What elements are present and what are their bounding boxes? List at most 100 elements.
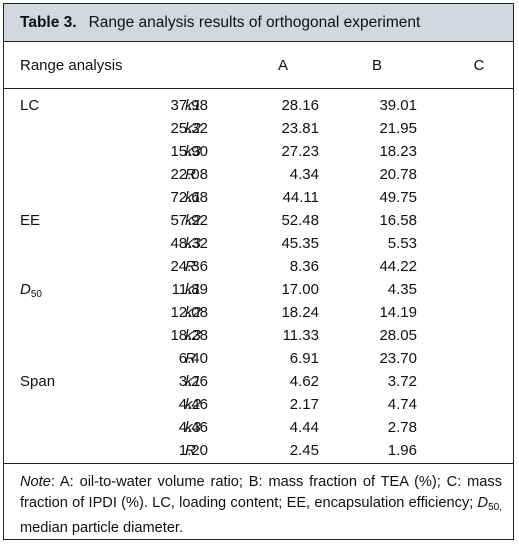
header-a: A (277, 57, 288, 74)
table-row: D50 k1 11.89 17.00 4.35 (4, 278, 513, 301)
row-key: k2 (185, 212, 201, 229)
row-key: k1 (185, 189, 201, 206)
group-label: LC (20, 97, 40, 114)
header-range-analysis: Range analysis (20, 57, 123, 74)
header-b: B (371, 57, 382, 74)
group-label-sub: 50 (30, 289, 42, 300)
note-text-2: median particle diameter. (20, 520, 184, 536)
cell-c: 20.78 (379, 166, 417, 183)
row-key: R (185, 258, 196, 275)
cell-c: 18.23 (379, 143, 417, 160)
cell-b: 4.34 (289, 166, 319, 183)
cell-b: 2.17 (289, 396, 319, 413)
note-d: D (477, 495, 489, 511)
row-key: R (185, 350, 196, 367)
cell-b: 17.00 (281, 281, 319, 298)
row-key: k3 (185, 143, 201, 160)
table-row: k2 25.32 23.81 21.95 (4, 117, 513, 140)
row-key: R (185, 166, 196, 183)
table-body: LC k1 37.98 28.16 39.01 k2 25.32 23.81 21.95 k3 15… (4, 94, 513, 462)
note-d-sub: 50, (488, 502, 502, 513)
cell-a: 22.08 (170, 166, 208, 183)
row-key: k1 (185, 373, 201, 390)
cell-a: 12.08 (170, 304, 208, 321)
cell-a: 4.46 (178, 419, 208, 436)
table-row: Span k1 3.26 4.62 3.72 (4, 370, 513, 393)
table-title: Range analysis results of orthogonal exp… (88, 14, 421, 31)
cell-c: 4.74 (387, 396, 417, 413)
cell-a: 37.98 (170, 97, 208, 114)
row-key: k3 (185, 235, 201, 252)
table-row: R 1.20 2.45 1.96 (4, 439, 513, 462)
cell-c: 28.05 (379, 327, 417, 344)
cell-c: 5.53 (387, 235, 417, 252)
row-key: R (185, 442, 196, 459)
cell-a: 57.92 (170, 212, 208, 229)
cell-a: 4.46 (178, 396, 208, 413)
table-row: k3 18.28 11.33 28.05 (4, 324, 513, 347)
row-key: k3 (185, 419, 201, 436)
cell-b: 2.45 (289, 442, 319, 459)
group-label-main: D (20, 281, 31, 298)
cell-c: 44.22 (379, 258, 417, 275)
row-key: k1 (185, 97, 201, 114)
cell-c: 3.72 (387, 373, 417, 390)
table-row: EE k2 57.92 52.48 16.58 (4, 209, 513, 232)
table-row: k2 12.08 18.24 14.19 (4, 301, 513, 324)
cell-c: 49.75 (379, 189, 417, 206)
cell-a: 24.36 (170, 258, 208, 275)
table-caption: Table 3. Range analysis results of orthog… (4, 4, 513, 42)
table-row: k2 4.46 2.17 4.74 (4, 393, 513, 416)
table-row: k1 72.68 44.11 49.75 (4, 186, 513, 209)
cell-b: 27.23 (281, 143, 319, 160)
table-row: R 22.08 4.34 20.78 (4, 163, 513, 186)
cell-b: 23.81 (281, 120, 319, 137)
table-bottom-rule (4, 463, 513, 464)
table-row: LC k1 37.98 28.16 39.01 (4, 94, 513, 117)
cell-c: 1.96 (387, 442, 417, 459)
group-label: EE (20, 212, 41, 229)
cell-b: 11.33 (282, 327, 319, 344)
cell-c: 16.58 (379, 212, 417, 229)
group-label: D50 (20, 278, 42, 306)
cell-c: 4.35 (387, 281, 417, 298)
cell-a: 72.68 (170, 189, 208, 206)
cell-a: 48.32 (170, 235, 208, 252)
table-row: R 6.40 6.91 23.70 (4, 347, 513, 370)
header-c: C (473, 57, 485, 74)
row-key: k3 (185, 327, 201, 344)
row-key: k1 (185, 281, 201, 298)
table-frame: Table 3. Range analysis results of orthog… (3, 3, 514, 540)
cell-b: 45.35 (281, 235, 319, 252)
cell-b: 44.11 (282, 189, 319, 206)
cell-c: 23.70 (379, 350, 417, 367)
table-header-row: Range analysis A B C (4, 43, 513, 89)
cell-c: 39.01 (379, 97, 417, 114)
table-row: k3 15.90 27.23 18.23 (4, 140, 513, 163)
cell-a: 25.32 (170, 120, 208, 137)
row-key: k2 (185, 396, 201, 413)
cell-a: 15.90 (170, 143, 208, 160)
table-row: k3 4.46 4.44 2.78 (4, 416, 513, 439)
table-note: Note: A: oil-to-water volume ratio; B: m… (20, 472, 502, 539)
cell-b: 18.24 (281, 304, 319, 321)
cell-b: 4.44 (289, 419, 319, 436)
note-text-1: : A: oil-to-water volume ratio; B: mass … (20, 474, 502, 511)
table-number: Table 3. (20, 14, 77, 31)
cell-b: 52.48 (281, 212, 319, 229)
cell-c: 14.19 (379, 304, 417, 321)
cell-b: 6.91 (289, 350, 319, 367)
row-key: k2 (185, 120, 201, 137)
cell-a: 18.28 (170, 327, 208, 344)
cell-b: 28.16 (281, 97, 319, 114)
cell-b: 4.62 (289, 373, 319, 390)
cell-a: 11.89 (171, 281, 208, 298)
cell-a: 1.20 (178, 442, 208, 459)
table-row: R 24.36 8.36 44.22 (4, 255, 513, 278)
note-label: Note (20, 474, 51, 490)
table-row: k3 48.32 45.35 5.53 (4, 232, 513, 255)
row-key: k2 (185, 304, 201, 321)
cell-c: 2.78 (387, 419, 417, 436)
cell-b: 8.36 (289, 258, 319, 275)
cell-a: 3.26 (178, 373, 208, 390)
